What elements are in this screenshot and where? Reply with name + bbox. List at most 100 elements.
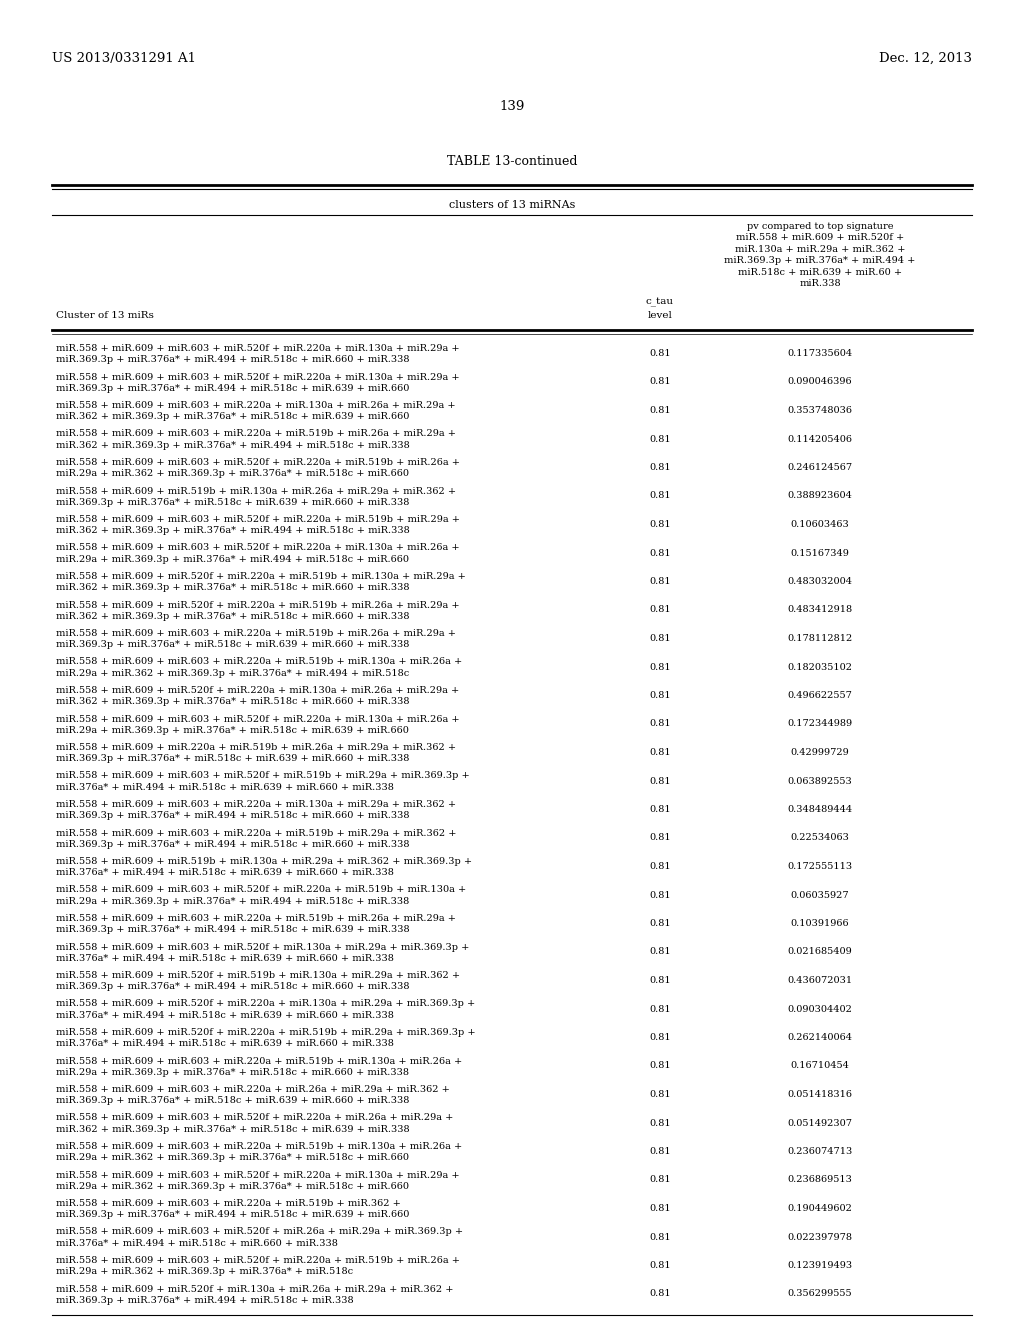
Text: 0.81: 0.81	[649, 520, 671, 529]
Text: miR.558 + miR.609 + miR.603 + miR.520f + miR.220a + miR.130a + miR.29a +
miR.369: miR.558 + miR.609 + miR.603 + miR.520f +…	[56, 345, 460, 364]
Text: miR.558 + miR.609 + miR.603 + miR.520f + miR.220a + miR.130a + miR.26a +
miR.29a: miR.558 + miR.609 + miR.603 + miR.520f +…	[56, 714, 460, 735]
Text: miR.558 + miR.609 + miR.603 + miR.220a + miR.519b + miR.130a + miR.26a +
miR.29a: miR.558 + miR.609 + miR.603 + miR.220a +…	[56, 1056, 462, 1077]
Text: 0.178112812: 0.178112812	[787, 634, 853, 643]
Text: miR.558 + miR.609 + miR.603 + miR.220a + miR.26a + miR.29a + miR.362 +
miR.369.3: miR.558 + miR.609 + miR.603 + miR.220a +…	[56, 1085, 450, 1105]
Text: miR.558 + miR.609 + miR.603 + miR.520f + miR.220a + miR.130a + miR.29a +
miR.369: miR.558 + miR.609 + miR.603 + miR.520f +…	[56, 372, 460, 393]
Text: 0.81: 0.81	[649, 663, 671, 672]
Text: 0.021685409: 0.021685409	[787, 948, 852, 957]
Text: Dec. 12, 2013: Dec. 12, 2013	[879, 51, 972, 65]
Text: miR.558 + miR.609 + miR.603 + miR.520f + miR.130a + miR.29a + miR.369.3p +
miR.3: miR.558 + miR.609 + miR.603 + miR.520f +…	[56, 942, 469, 964]
Text: 0.81: 0.81	[649, 1233, 671, 1242]
Text: miR.558 + miR.609 + miR.603 + miR.520f + miR.220a + miR.130a + miR.26a +
miR.29a: miR.558 + miR.609 + miR.603 + miR.520f +…	[56, 544, 460, 564]
Text: 0.81: 0.81	[649, 1090, 671, 1100]
Text: 0.22534063: 0.22534063	[791, 833, 850, 842]
Text: 0.483032004: 0.483032004	[787, 577, 853, 586]
Text: miR.558 + miR.609 + miR.603 + miR.220a + miR.519b + miR.29a + miR.362 +
miR.369.: miR.558 + miR.609 + miR.603 + miR.220a +…	[56, 829, 457, 849]
Text: 139: 139	[500, 100, 524, 114]
Text: 0.81: 0.81	[649, 606, 671, 615]
Text: 0.81: 0.81	[649, 862, 671, 871]
Text: US 2013/0331291 A1: US 2013/0331291 A1	[52, 51, 196, 65]
Text: 0.81: 0.81	[649, 378, 671, 387]
Text: 0.81: 0.81	[649, 948, 671, 957]
Text: miR.558 + miR.609 + miR.603 + miR.220a + miR.519b + miR.130a + miR.26a +
miR.29a: miR.558 + miR.609 + miR.603 + miR.220a +…	[56, 1142, 462, 1163]
Text: miR.558 + miR.609 + miR.520f + miR.220a + miR.519b + miR.130a + miR.29a +
miR.36: miR.558 + miR.609 + miR.520f + miR.220a …	[56, 572, 466, 593]
Text: miR.558 + miR.609 + miR.603 + miR.220a + miR.519b + miR.130a + miR.26a +
miR.29a: miR.558 + miR.609 + miR.603 + miR.220a +…	[56, 657, 462, 678]
Text: 0.81: 0.81	[649, 805, 671, 814]
Text: 0.262140064: 0.262140064	[787, 1034, 853, 1041]
Text: 0.16710454: 0.16710454	[791, 1061, 850, 1071]
Text: 0.81: 0.81	[649, 776, 671, 785]
Text: 0.81: 0.81	[649, 1034, 671, 1041]
Text: 0.81: 0.81	[649, 434, 671, 444]
Text: miR.558 + miR.609 + miR.519b + miR.130a + miR.26a + miR.29a + miR.362 +
miR.369.: miR.558 + miR.609 + miR.519b + miR.130a …	[56, 487, 456, 507]
Text: 0.236074713: 0.236074713	[787, 1147, 853, 1156]
Text: 0.114205406: 0.114205406	[787, 434, 853, 444]
Text: 0.051418316: 0.051418316	[787, 1090, 853, 1100]
Text: 0.388923604: 0.388923604	[787, 491, 852, 500]
Text: 0.81: 0.81	[649, 1204, 671, 1213]
Text: miR.558 + miR.609 + miR.520f + miR.130a + miR.26a + miR.29a + miR.362 +
miR.369.: miR.558 + miR.609 + miR.520f + miR.130a …	[56, 1284, 454, 1305]
Text: 0.81: 0.81	[649, 748, 671, 756]
Text: 0.81: 0.81	[649, 407, 671, 414]
Text: 0.090046396: 0.090046396	[787, 378, 852, 387]
Text: 0.81: 0.81	[649, 719, 671, 729]
Text: 0.81: 0.81	[649, 1005, 671, 1014]
Text: miR.558 + miR.609 + miR.519b + miR.130a + miR.29a + miR.362 + miR.369.3p +
miR.3: miR.558 + miR.609 + miR.519b + miR.130a …	[56, 857, 472, 878]
Text: 0.10603463: 0.10603463	[791, 520, 849, 529]
Text: miR.558 + miR.609 + miR.603 + miR.520f + miR.220a + miR.519b + miR.26a +
miR.29a: miR.558 + miR.609 + miR.603 + miR.520f +…	[56, 458, 460, 478]
Text: 0.496622557: 0.496622557	[787, 690, 852, 700]
Text: 0.81: 0.81	[649, 634, 671, 643]
Text: Cluster of 13 miRs: Cluster of 13 miRs	[56, 312, 154, 319]
Text: miR.558 + miR.609 + miR.520f + miR.220a + miR.519b + miR.26a + miR.29a +
miR.362: miR.558 + miR.609 + miR.520f + miR.220a …	[56, 601, 460, 620]
Text: 0.81: 0.81	[649, 891, 671, 899]
Text: 0.81: 0.81	[649, 690, 671, 700]
Text: 0.81: 0.81	[649, 549, 671, 557]
Text: 0.172344989: 0.172344989	[787, 719, 853, 729]
Text: 0.81: 0.81	[649, 1147, 671, 1156]
Text: 0.246124567: 0.246124567	[787, 463, 853, 473]
Text: level: level	[647, 312, 673, 319]
Text: 0.051492307: 0.051492307	[787, 1118, 853, 1127]
Text: miR.558 + miR.609 + miR.603 + miR.520f + miR.220a + miR.519b + miR.26a +
miR.29a: miR.558 + miR.609 + miR.603 + miR.520f +…	[56, 1257, 460, 1276]
Text: miR.558 + miR.609 + miR.603 + miR.220a + miR.519b + miR.362 +
miR.369.3p + miR.3: miR.558 + miR.609 + miR.603 + miR.220a +…	[56, 1199, 410, 1220]
Text: miR.558 + miR.609 + miR.603 + miR.520f + miR.220a + miR.26a + miR.29a +
miR.362 : miR.558 + miR.609 + miR.603 + miR.520f +…	[56, 1114, 454, 1134]
Text: 0.356299555: 0.356299555	[787, 1290, 852, 1299]
Text: miR.558 + miR.609 + miR.603 + miR.520f + miR.220a + miR.130a + miR.29a +
miR.29a: miR.558 + miR.609 + miR.603 + miR.520f +…	[56, 1171, 460, 1191]
Text: miR.558 + miR.609 + miR.603 + miR.520f + miR.26a + miR.29a + miR.369.3p +
miR.37: miR.558 + miR.609 + miR.603 + miR.520f +…	[56, 1228, 463, 1247]
Text: 0.123919493: 0.123919493	[787, 1261, 853, 1270]
Text: 0.81: 0.81	[649, 1290, 671, 1299]
Text: 0.236869513: 0.236869513	[787, 1176, 852, 1184]
Text: c_tau: c_tau	[646, 298, 674, 308]
Text: 0.348489444: 0.348489444	[787, 805, 853, 814]
Text: 0.81: 0.81	[649, 833, 671, 842]
Text: 0.81: 0.81	[649, 577, 671, 586]
Text: 0.483412918: 0.483412918	[787, 606, 853, 615]
Text: 0.81: 0.81	[649, 919, 671, 928]
Text: 0.06035927: 0.06035927	[791, 891, 849, 899]
Text: 0.81: 0.81	[649, 1118, 671, 1127]
Text: 0.81: 0.81	[649, 463, 671, 473]
Text: 0.190449602: 0.190449602	[787, 1204, 852, 1213]
Text: miR.558 + miR.609 + miR.603 + miR.220a + miR.130a + miR.29a + miR.362 +
miR.369.: miR.558 + miR.609 + miR.603 + miR.220a +…	[56, 800, 456, 821]
Text: 0.436072031: 0.436072031	[787, 975, 853, 985]
Text: pv compared to top signature
miR.558 + miR.609 + miR.520f +
miR.130a + miR.29a +: pv compared to top signature miR.558 + m…	[724, 222, 915, 288]
Text: miR.558 + miR.609 + miR.520f + miR.519b + miR.130a + miR.29a + miR.362 +
miR.369: miR.558 + miR.609 + miR.520f + miR.519b …	[56, 972, 460, 991]
Text: 0.182035102: 0.182035102	[787, 663, 853, 672]
Text: miR.558 + miR.609 + miR.603 + miR.220a + miR.519b + miR.26a + miR.29a +
miR.369.: miR.558 + miR.609 + miR.603 + miR.220a +…	[56, 630, 456, 649]
Text: 0.81: 0.81	[649, 1061, 671, 1071]
Text: TABLE 13-continued: TABLE 13-continued	[446, 154, 578, 168]
Text: 0.81: 0.81	[649, 1261, 671, 1270]
Text: miR.558 + miR.609 + miR.603 + miR.220a + miR.519b + miR.26a + miR.29a +
miR.362 : miR.558 + miR.609 + miR.603 + miR.220a +…	[56, 429, 456, 450]
Text: 0.81: 0.81	[649, 975, 671, 985]
Text: miR.558 + miR.609 + miR.520f + miR.220a + miR.130a + miR.26a + miR.29a +
miR.362: miR.558 + miR.609 + miR.520f + miR.220a …	[56, 686, 459, 706]
Text: 0.353748036: 0.353748036	[787, 407, 853, 414]
Text: 0.117335604: 0.117335604	[787, 348, 853, 358]
Text: 0.172555113: 0.172555113	[787, 862, 853, 871]
Text: 0.090304402: 0.090304402	[787, 1005, 852, 1014]
Text: 0.15167349: 0.15167349	[791, 549, 850, 557]
Text: miR.558 + miR.609 + miR.520f + miR.220a + miR.519b + miR.29a + miR.369.3p +
miR.: miR.558 + miR.609 + miR.520f + miR.220a …	[56, 1028, 475, 1048]
Text: 0.42999729: 0.42999729	[791, 748, 849, 756]
Text: 0.81: 0.81	[649, 491, 671, 500]
Text: 0.063892553: 0.063892553	[787, 776, 852, 785]
Text: miR.558 + miR.609 + miR.520f + miR.220a + miR.130a + miR.29a + miR.369.3p +
miR.: miR.558 + miR.609 + miR.520f + miR.220a …	[56, 999, 475, 1020]
